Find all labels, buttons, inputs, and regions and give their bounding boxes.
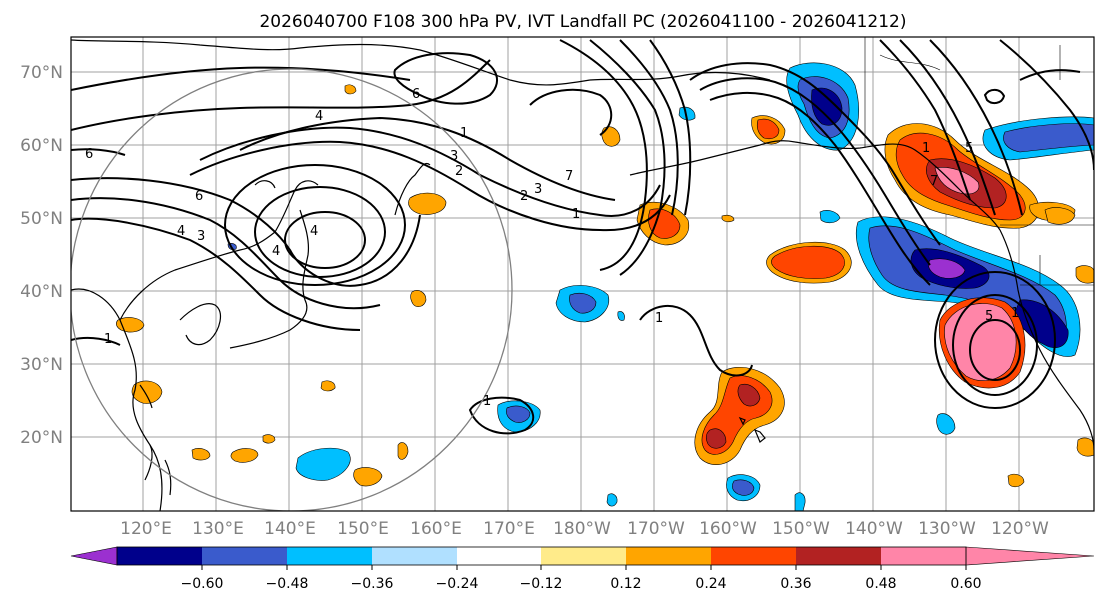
colorbar-segment (117, 547, 202, 565)
colorbar-tick-label: 0.24 (695, 576, 726, 592)
lon-label: 140°W (845, 519, 903, 539)
contour-label: 4 (272, 244, 280, 259)
contour-label: 1 (655, 311, 663, 326)
lon-label: 160°W (699, 519, 757, 539)
colorbar-tick-label: 0.60 (950, 576, 981, 592)
colorbar-segment (202, 547, 287, 565)
contour-label: 7 (565, 169, 573, 184)
lat-label: 50°N (20, 209, 63, 229)
colorbar-tick-label: 0.36 (780, 576, 811, 592)
borders (864, 37, 1094, 286)
colorbar: −0.60 −0.48 −0.36 −0.24 −0.12 0.12 0.24 … (70, 546, 1095, 592)
contour-label: 3 (450, 149, 458, 164)
contour-label: 4 (315, 109, 323, 124)
colorbar-segment (372, 547, 457, 565)
contour-label: 3 (534, 182, 542, 197)
lon-label: 140°E (264, 519, 316, 539)
lon-label: 170°E (483, 519, 535, 539)
contour-label: 1 (460, 126, 468, 141)
colorbar-segment (287, 547, 372, 565)
colorbar-segment (796, 547, 881, 565)
map-frame (70, 36, 1095, 512)
lon-label: 120°W (991, 519, 1049, 539)
lon-label: 180°W (553, 519, 611, 539)
contour-label: 5 (985, 309, 993, 324)
colorbar-segment (626, 547, 711, 565)
lat-label: 30°N (20, 355, 63, 375)
contour-label: 1 (1011, 306, 1019, 321)
contour-label: 2 (520, 189, 528, 204)
contour-label: 1 (483, 394, 491, 409)
contour-label: 4 (310, 224, 318, 239)
map-title: 2026040700 F108 300 hPa PV, IVT Landfall… (259, 12, 906, 32)
colorbar-extend-left (70, 546, 118, 566)
contour-label: 5 (965, 141, 973, 156)
colorbar-labels: −0.60 −0.48 −0.36 −0.24 −0.12 0.12 0.24 … (181, 576, 982, 592)
colorbar-tick-label: 0.12 (610, 576, 641, 592)
pv-contours (71, 39, 1094, 435)
ivt-shading (116, 62, 1094, 511)
contour-label: 6 (195, 189, 203, 204)
contour-label: 1 (104, 332, 112, 347)
colorbar-ticks (201, 565, 967, 570)
contour-labels: 4 4 4 4 3 3 3 2 2 1 1 1 1 1 1 1 5 5 6 6 (85, 87, 1019, 409)
contour-label: 6 (85, 147, 93, 162)
contour-label: 1 (572, 207, 580, 222)
colorbar-segment (457, 547, 541, 565)
colorbar-tick-label: −0.36 (351, 576, 394, 592)
contour-label: 2 (455, 164, 463, 179)
colorbar-segment (711, 547, 796, 565)
lon-label: 170°W (627, 519, 685, 539)
lon-label: 120°E (120, 519, 172, 539)
longitude-labels: 120°E 130°E 140°E 150°E 160°E 170°E 180°… (120, 519, 1049, 539)
lon-label: 160°E (410, 519, 462, 539)
contour-label: 1 (922, 141, 930, 156)
colorbar-segment (881, 547, 966, 565)
colorbar-tick-label: −0.60 (181, 576, 224, 592)
lon-label: 130°E (192, 519, 244, 539)
lat-label: 60°N (20, 136, 63, 156)
contour-label: 3 (197, 229, 205, 244)
colorbar-tick-label: −0.12 (520, 576, 563, 592)
lon-label: 130°W (918, 519, 976, 539)
contour-label: 7 (930, 174, 938, 189)
lat-label: 70°N (20, 63, 63, 83)
contour-label: 6 (412, 87, 420, 102)
colorbar-tick-label: 0.48 (865, 576, 896, 592)
gridlines (71, 37, 1094, 511)
map-panel: 4 4 4 4 3 3 3 2 2 1 1 1 1 1 1 1 5 5 6 6 (20, 36, 1095, 539)
latitude-labels: 70°N 60°N 50°N 40°N 30°N 20°N (20, 63, 63, 448)
colorbar-tick-label: −0.48 (266, 576, 309, 592)
lat-label: 20°N (20, 428, 63, 448)
colorbar-tick-label: −0.24 (436, 576, 479, 592)
colorbar-extend-right (965, 546, 1095, 566)
range-circle (71, 68, 513, 511)
lat-label: 40°N (20, 282, 63, 302)
colorbar-segment (541, 547, 626, 565)
contour-label: 4 (177, 224, 185, 239)
lon-label: 150°W (772, 519, 830, 539)
lon-label: 150°E (337, 519, 389, 539)
